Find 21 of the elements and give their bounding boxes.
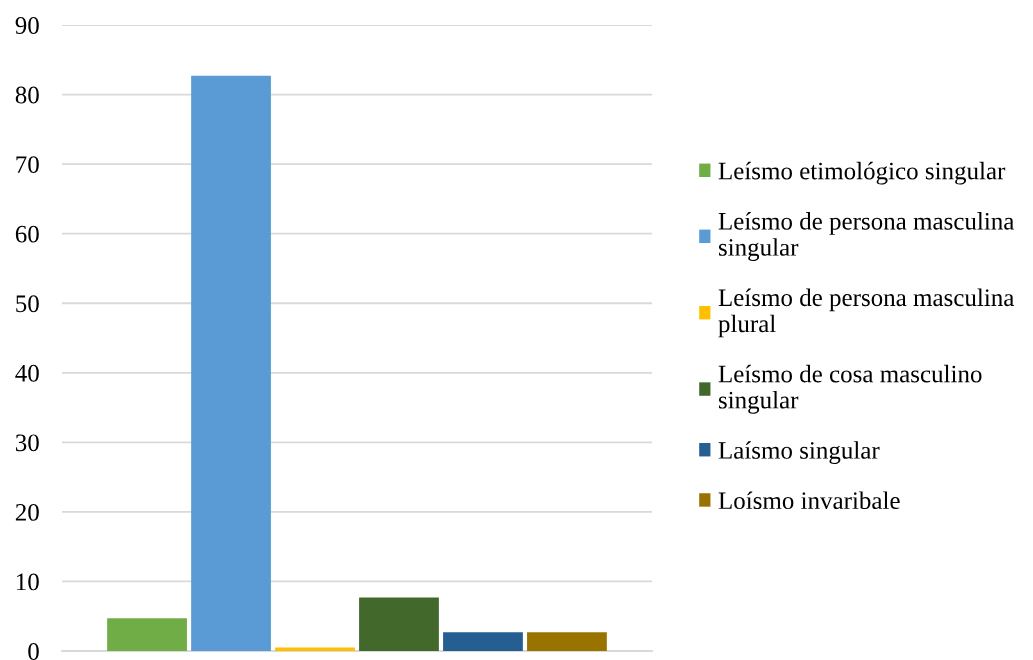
y-tick-label: 60 — [15, 225, 39, 243]
y-tick-label: 80 — [15, 86, 39, 104]
y-tick-label: 30 — [15, 434, 39, 452]
legend-label: Laísmo singular — [718, 441, 880, 465]
y-tick-label: 10 — [16, 573, 39, 591]
legend-label: Leísmo de persona masculina singular — [718, 212, 1015, 262]
y-tick-label: 90 — [15, 17, 39, 34]
y-tick-label: 0 — [28, 643, 39, 660]
y-tick-label: 50 — [16, 295, 39, 313]
legend-label: Loísmo invaribale — [718, 491, 900, 510]
bar — [527, 632, 607, 651]
y-tick-label: 40 — [15, 364, 39, 382]
bar — [107, 618, 187, 651]
y-tick-label: 70 — [16, 156, 39, 174]
bar — [443, 632, 523, 651]
bar — [191, 75, 271, 651]
bar — [359, 597, 439, 651]
legend-label: Leísmo de persona masculina plural — [718, 288, 1015, 338]
legend-label: Leísmo etimológico singular — [718, 161, 1006, 185]
y-tick-label: 20 — [15, 503, 39, 521]
legend-label: Leísmo de cosa masculino singular — [718, 364, 982, 414]
